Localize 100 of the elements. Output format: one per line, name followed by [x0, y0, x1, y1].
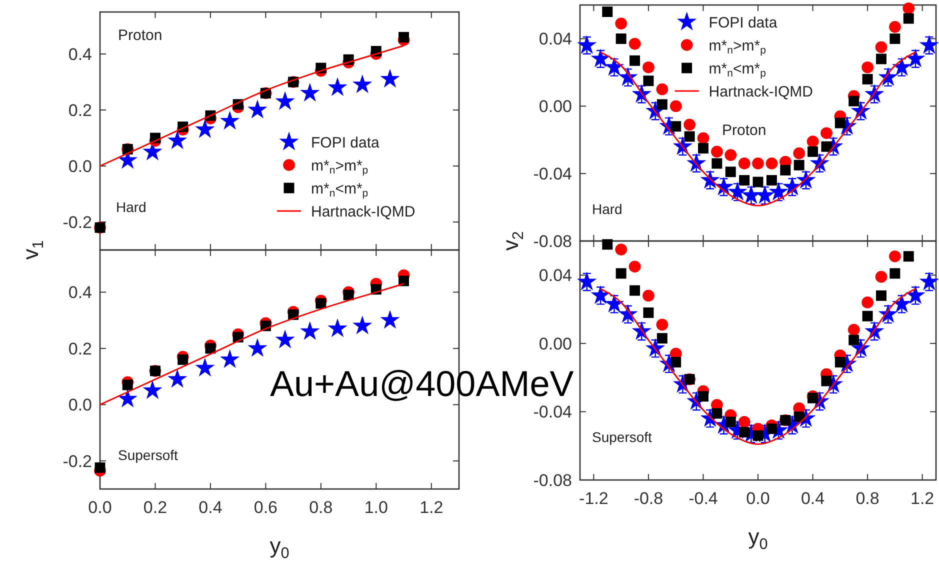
point	[195, 119, 215, 138]
point	[670, 121, 682, 132]
point	[670, 100, 682, 112]
point	[616, 33, 626, 44]
point	[577, 272, 597, 290]
point	[94, 462, 106, 473]
point	[248, 100, 268, 118]
x-axis-title: y$_{0}$	[270, 533, 290, 562]
point	[862, 310, 873, 322]
point	[642, 290, 654, 302]
point	[821, 141, 832, 152]
point	[766, 424, 777, 434]
point	[862, 296, 874, 308]
point	[725, 416, 736, 428]
point	[892, 57, 912, 76]
point	[848, 324, 860, 336]
point	[876, 290, 886, 301]
legend-label: m*$_{n}$<m*$_{p}$	[708, 60, 766, 80]
point	[903, 251, 914, 262]
y-tick-label: -0.08	[533, 232, 572, 251]
point	[889, 250, 901, 262]
point	[118, 388, 138, 408]
point	[808, 392, 818, 404]
point	[656, 83, 668, 96]
x-tick-label: 0.2	[143, 498, 168, 517]
y-tick-label: 0.0	[68, 156, 92, 176]
point	[343, 290, 354, 300]
point	[167, 130, 188, 150]
point	[755, 185, 775, 204]
point	[862, 74, 873, 84]
annotation: Proton	[722, 122, 766, 139]
point	[752, 158, 764, 170]
y-tick-label: -0.2	[62, 212, 92, 232]
point	[275, 330, 295, 348]
point	[766, 175, 777, 186]
point	[642, 61, 654, 74]
point	[890, 268, 900, 279]
point	[380, 68, 400, 88]
legend-label: FOPI data	[708, 14, 778, 32]
point	[398, 276, 410, 286]
y-tick-label: 0.2	[68, 339, 92, 358]
annotation: Supersoft	[118, 447, 178, 463]
point	[919, 272, 939, 290]
point	[328, 77, 348, 96]
point	[615, 244, 627, 256]
point	[602, 239, 613, 250]
x-tick-label: -1.2	[579, 489, 608, 508]
point	[643, 307, 654, 318]
x-tick-label: 0.6	[254, 498, 278, 517]
point	[712, 158, 722, 169]
x-axis-title: y$_{0}$	[748, 524, 768, 552]
point	[656, 333, 668, 344]
point	[656, 318, 668, 331]
point	[220, 110, 240, 130]
point	[711, 146, 723, 158]
point	[820, 127, 832, 140]
point	[793, 147, 805, 160]
x-tick-label: -0.8	[634, 489, 664, 508]
annotation: Proton	[118, 27, 162, 44]
point	[684, 131, 695, 142]
point	[602, 6, 613, 17]
point	[903, 13, 914, 24]
y-tick-label: -0.04	[533, 164, 572, 184]
annotation: Hard	[116, 199, 146, 215]
annotation: Hard	[592, 201, 622, 217]
point	[590, 48, 610, 68]
point	[697, 132, 710, 144]
point	[808, 146, 818, 157]
point	[766, 158, 778, 170]
point	[889, 21, 901, 33]
point	[806, 136, 819, 148]
point	[728, 182, 748, 200]
point	[316, 298, 326, 309]
x-tick-label: -0.4	[688, 489, 718, 508]
point	[178, 354, 188, 365]
y-tick-label: 0.4	[68, 44, 92, 64]
point	[712, 408, 722, 419]
x-tick-label: 1.2	[910, 489, 934, 508]
x-tick-label: 0.8	[309, 498, 333, 517]
point	[684, 118, 696, 131]
point	[630, 55, 640, 66]
point	[195, 358, 215, 376]
x-tick-label: 0.0	[88, 498, 112, 517]
point	[848, 334, 860, 346]
point	[902, 2, 915, 14]
point	[821, 376, 832, 386]
point	[906, 285, 926, 304]
point	[300, 82, 320, 102]
point	[752, 430, 764, 441]
point	[220, 349, 240, 368]
legend-label: Hartnack-IQMD	[311, 203, 416, 220]
point	[724, 149, 737, 161]
point	[656, 99, 668, 110]
point	[643, 76, 654, 86]
y-tick-label: 0.0	[68, 396, 92, 415]
point	[604, 294, 624, 313]
point	[738, 416, 750, 428]
y-tick-label: 0.4	[68, 283, 92, 302]
point	[352, 74, 372, 94]
point	[752, 176, 764, 188]
